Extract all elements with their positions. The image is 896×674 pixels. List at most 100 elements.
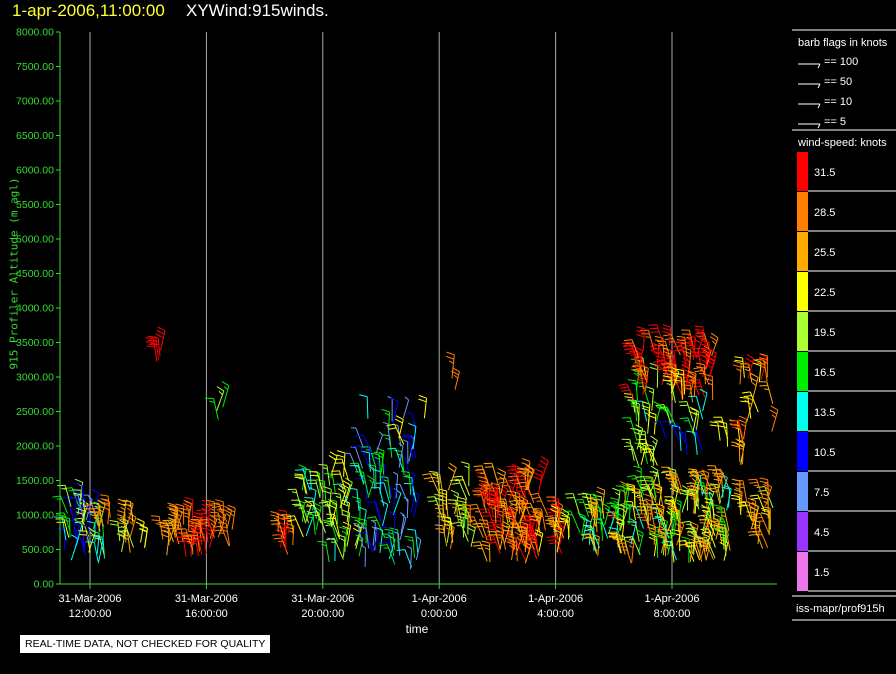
barb-feather [535,529,544,534]
barb-feather [673,479,679,481]
barb-feather [636,372,642,376]
wind-barb [712,513,722,540]
barb-staff [400,515,405,535]
barb-feather [118,498,127,503]
wind-barb [370,452,382,479]
barb-feather [615,492,620,496]
barb-staff [412,537,415,558]
wind-barb [349,464,365,485]
barb-feather [634,431,640,435]
y-tick-label: 1000.00 [16,510,54,522]
barb-feather [198,516,208,519]
barb-feather [336,534,346,538]
barb-feather [620,386,629,389]
wind-barb [188,530,200,552]
barb-feather [650,465,659,471]
barb-feather [321,543,327,547]
barb-feather [338,526,347,530]
barb-feather [670,470,676,474]
barb-feather [308,516,314,519]
barb-feather [618,383,627,386]
y-axis-label: 915 Profiler Altitude (m agl) [7,177,21,370]
barb-feather [448,531,454,536]
wind-barb [763,482,773,507]
barb-feather [117,530,126,535]
barb-feather [294,473,303,476]
barb-feather [218,507,224,511]
barb-feather [434,497,443,501]
barb-feather [616,518,625,522]
barb-feather [764,482,772,488]
wind-barb [635,529,644,553]
barb-feather [193,537,199,540]
barb-feather [61,488,67,490]
barb-feather [671,515,677,519]
header-datetime: 1-apr-2006,11:00:00 [12,1,165,20]
barb-feather [661,471,670,474]
y-tick-label: 6500.00 [16,130,54,142]
y-tick-label: 8000.00 [16,27,54,39]
barb-feather [511,464,520,468]
barb-feather [437,495,447,498]
barb-feather [317,540,326,543]
barb-staff [402,399,410,419]
wind-barb [426,496,444,520]
wind-barb [687,489,697,514]
wind-barb [740,363,753,383]
wind-barb [704,498,715,520]
wind-barb [734,356,745,378]
barb-feather [450,478,459,482]
wind-barb [401,470,412,495]
barb-feather [400,436,409,438]
wind-barb [677,539,695,562]
wind-barb [328,451,338,477]
barb-feather [508,533,514,536]
barb-feather [286,515,295,518]
y-tick-label: 4000.00 [16,303,54,315]
wind-barb [623,344,640,367]
barb-feather [155,523,161,526]
barb-staff [630,521,637,545]
barb-feather [734,359,743,362]
barb-feather [298,477,304,480]
wind-barb [434,524,448,547]
barb-feather [734,489,743,493]
wind-barb [74,522,80,547]
barb-feather [74,478,83,483]
barb-feather [750,373,759,378]
barb-feather [593,518,602,521]
barb-feather [197,512,206,515]
barb-feather [659,362,668,368]
barb-feather [129,521,135,526]
barb-feather [671,366,680,373]
wind-barb [593,518,603,541]
barb-feather [665,477,674,480]
barb-feather [174,536,184,538]
barb-feather [146,345,155,348]
barb-feather [551,503,557,506]
barb-staff [372,467,376,489]
barb-feather [73,494,79,497]
wind-barb [285,522,295,546]
barb-feather [460,461,470,465]
barb-feather [326,537,335,541]
barb-feather [581,533,591,536]
barb-feather [358,506,367,511]
barb-feather [682,357,691,363]
barb-feather [711,340,717,345]
barb-feather [291,491,297,494]
wind-barb [393,531,401,556]
barb-feather [509,545,514,549]
barb-feather [116,533,125,538]
barb-feather [449,462,457,469]
barb-feather [218,510,226,516]
wind-barb [483,462,499,484]
barb-staff [638,489,642,514]
barb-feather [683,490,689,495]
barb-feather [488,492,497,497]
wind-barb [521,458,531,485]
wind-barb [388,486,397,509]
barb-feather [636,469,642,473]
barb-feather [634,350,643,355]
barb-feather [748,533,758,536]
